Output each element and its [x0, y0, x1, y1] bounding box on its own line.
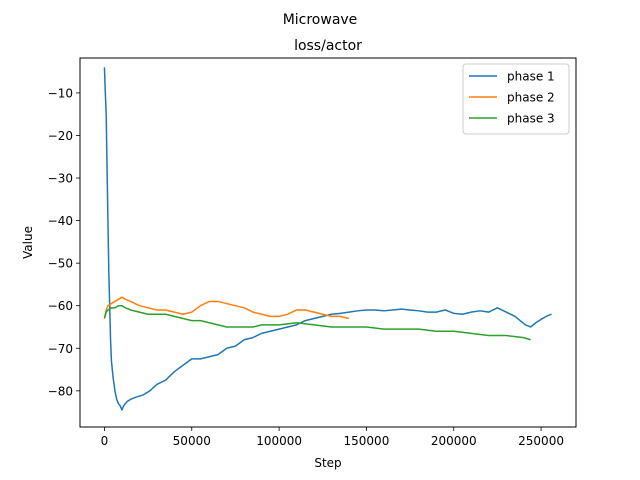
- axes-frame: [79, 57, 577, 428]
- legend-label-phase-1: phase 1: [507, 70, 555, 84]
- x-tick-label: 200000: [431, 434, 477, 448]
- y-axis-label: Value: [21, 226, 35, 259]
- y-tick-label: −10: [48, 86, 73, 100]
- series-line-phase-2: [103, 296, 350, 320]
- x-tick-label: 0: [101, 434, 109, 448]
- chart-title: loss/actor: [294, 38, 362, 54]
- plot-area: [79, 57, 577, 428]
- x-axis-label: Step: [314, 456, 341, 470]
- x-tick-label: 250000: [518, 434, 564, 448]
- series-line-phase-3: [103, 304, 531, 341]
- legend-box: [462, 63, 570, 135]
- y-tick-label: −80: [48, 384, 73, 398]
- y-tick-label: −70: [48, 342, 73, 356]
- x-axis-ticks: 0 50000 100000 150000 200000 250000: [101, 427, 564, 448]
- legend-label-phase-3: phase 3: [507, 112, 555, 126]
- legend: phase 1 phase 2 phase 3: [462, 63, 570, 135]
- series-layer: [103, 67, 552, 411]
- y-axis-ticks: −10 −20 −30 −40 −50 −60 −70 −80: [48, 86, 80, 398]
- y-tick-label: −40: [48, 214, 73, 228]
- x-tick-label: 150000: [344, 434, 390, 448]
- x-tick-label: 100000: [256, 434, 302, 448]
- y-tick-label: −50: [48, 257, 73, 271]
- x-tick-label: 50000: [173, 434, 211, 448]
- figure-suptitle: Microwave: [283, 12, 358, 28]
- y-tick-label: −20: [48, 129, 73, 143]
- y-tick-label: −30: [48, 172, 73, 186]
- series-line-phase-1: [103, 67, 552, 411]
- legend-label-phase-2: phase 2: [507, 91, 555, 105]
- y-tick-label: −60: [48, 299, 73, 313]
